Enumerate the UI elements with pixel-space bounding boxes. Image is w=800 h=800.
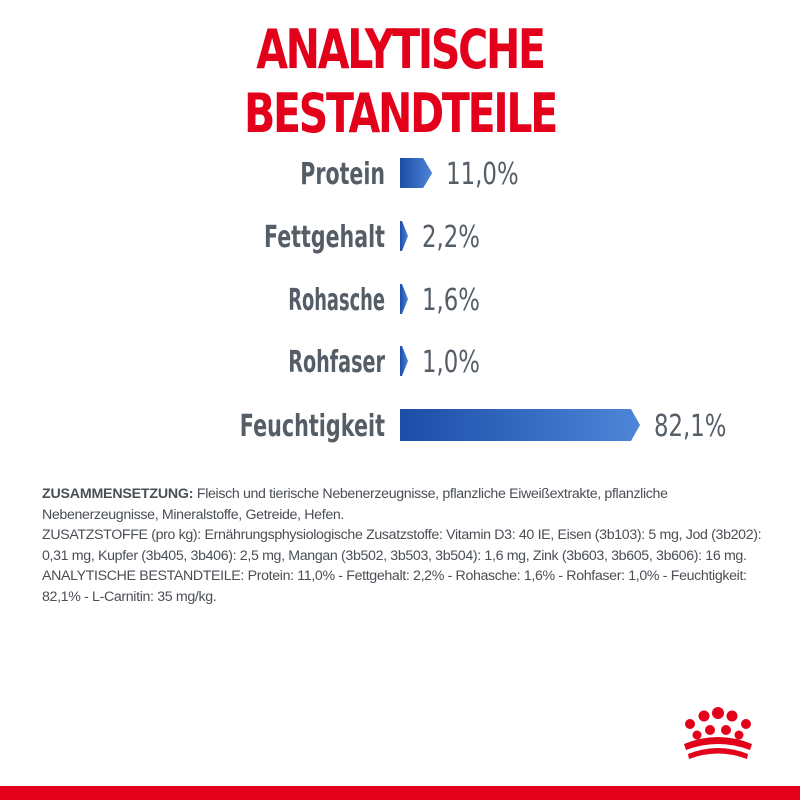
royal-crown-icon (684, 707, 752, 759)
bar-fettgehalt (400, 221, 408, 251)
composition-text-block: ZUSAMMENSETZUNG: Fleisch und tierische N… (42, 484, 762, 607)
nutrient-bar-chart: Protein 11,0% Fettgehalt 2,2% Rohasche 1,6% Ro… (240, 157, 727, 444)
bar-label-protein: Protein (300, 157, 385, 192)
bar-feuchtigkeit (400, 409, 640, 441)
bar-rohasche (400, 284, 408, 314)
bar-protein (400, 158, 433, 188)
analysis-paragraph: ANALYTISCHE BESTANDTEILE: Protein: 11,0%… (42, 568, 747, 605)
composition-paragraph: ZUSAMMENSETZUNG: Fleisch und tierische N… (42, 484, 762, 525)
bar-label-fettgehalt: Fettgehalt (264, 220, 385, 255)
bar-label-feuchtigkeit: Feuchtigkeit (240, 409, 385, 444)
composition-heading: ZUSAMMENSETZUNG: (42, 486, 194, 502)
bar-label-rohasche: Rohasche (288, 283, 385, 318)
composition-text: Fleisch und tierische Nebenerzeugnisse, … (42, 486, 668, 523)
bar-label-rohfaser: Rohfaser (288, 345, 385, 380)
bar-value-rohasche: 1,6% (422, 283, 480, 318)
bar-value-protein: 11,0% (446, 157, 518, 192)
page-title: ANALYTISCHE BESTANDTEILE (243, 18, 558, 145)
additives-paragraph: ZUSATZSTOFFE (pro kg): Ernährungsphysiol… (42, 527, 762, 564)
bar-value-rohfaser: 1,0% (422, 345, 480, 380)
bar-value-fettgehalt: 2,2% (422, 220, 480, 255)
bar-value-feuchtigkeit: 82,1% (654, 409, 727, 444)
bar-rohfaser (400, 346, 408, 376)
footer-red-stripe (0, 786, 800, 800)
